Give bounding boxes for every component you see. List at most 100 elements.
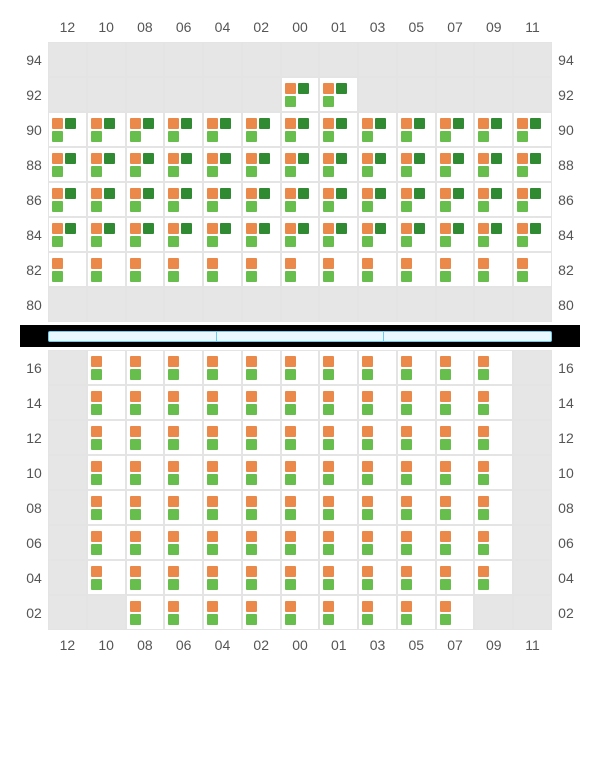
unit-slot[interactable]	[87, 455, 126, 490]
unit-slot[interactable]	[242, 217, 281, 252]
unit-slot[interactable]	[242, 525, 281, 560]
unit-slot[interactable]	[203, 182, 242, 217]
unit-slot[interactable]	[397, 217, 436, 252]
unit-slot[interactable]	[436, 595, 475, 630]
unit-slot[interactable]	[87, 147, 126, 182]
unit-slot[interactable]	[358, 217, 397, 252]
unit-slot[interactable]	[126, 420, 165, 455]
unit-slot[interactable]	[358, 182, 397, 217]
unit-slot[interactable]	[436, 560, 475, 595]
unit-slot[interactable]	[358, 420, 397, 455]
unit-slot[interactable]	[242, 112, 281, 147]
unit-slot[interactable]	[319, 350, 358, 385]
unit-slot[interactable]	[358, 385, 397, 420]
unit-slot[interactable]	[319, 490, 358, 525]
unit-slot[interactable]	[513, 182, 552, 217]
unit-slot[interactable]	[281, 112, 320, 147]
unit-slot[interactable]	[397, 595, 436, 630]
unit-slot[interactable]	[242, 182, 281, 217]
unit-slot[interactable]	[436, 490, 475, 525]
unit-slot[interactable]	[397, 525, 436, 560]
unit-slot[interactable]	[397, 112, 436, 147]
unit-slot[interactable]	[319, 420, 358, 455]
unit-slot[interactable]	[474, 490, 513, 525]
unit-slot[interactable]	[281, 385, 320, 420]
unit-slot[interactable]	[87, 112, 126, 147]
unit-slot[interactable]	[164, 560, 203, 595]
unit-slot[interactable]	[87, 420, 126, 455]
unit-slot[interactable]	[513, 147, 552, 182]
unit-slot[interactable]	[319, 455, 358, 490]
unit-slot[interactable]	[436, 420, 475, 455]
unit-slot[interactable]	[319, 217, 358, 252]
unit-slot[interactable]	[164, 252, 203, 287]
unit-slot[interactable]	[397, 420, 436, 455]
unit-slot[interactable]	[436, 217, 475, 252]
unit-slot[interactable]	[513, 112, 552, 147]
unit-slot[interactable]	[474, 385, 513, 420]
unit-slot[interactable]	[358, 560, 397, 595]
unit-slot[interactable]	[48, 217, 87, 252]
unit-slot[interactable]	[474, 147, 513, 182]
unit-slot[interactable]	[474, 350, 513, 385]
unit-slot[interactable]	[242, 252, 281, 287]
unit-slot[interactable]	[242, 420, 281, 455]
unit-slot[interactable]	[474, 112, 513, 147]
unit-slot[interactable]	[126, 455, 165, 490]
unit-slot[interactable]	[281, 525, 320, 560]
unit-slot[interactable]	[87, 252, 126, 287]
unit-slot[interactable]	[397, 252, 436, 287]
unit-slot[interactable]	[203, 490, 242, 525]
unit-slot[interactable]	[474, 420, 513, 455]
unit-slot[interactable]	[281, 455, 320, 490]
unit-slot[interactable]	[48, 252, 87, 287]
unit-slot[interactable]	[242, 147, 281, 182]
unit-slot[interactable]	[397, 560, 436, 595]
unit-slot[interactable]	[164, 112, 203, 147]
unit-slot[interactable]	[281, 420, 320, 455]
unit-slot[interactable]	[474, 182, 513, 217]
unit-slot[interactable]	[397, 147, 436, 182]
unit-slot[interactable]	[358, 147, 397, 182]
unit-slot[interactable]	[164, 490, 203, 525]
unit-slot[interactable]	[126, 490, 165, 525]
unit-slot[interactable]	[436, 182, 475, 217]
unit-slot[interactable]	[397, 385, 436, 420]
unit-slot[interactable]	[358, 252, 397, 287]
unit-slot[interactable]	[358, 455, 397, 490]
unit-slot[interactable]	[474, 560, 513, 595]
unit-slot[interactable]	[126, 182, 165, 217]
unit-slot[interactable]	[358, 595, 397, 630]
unit-slot[interactable]	[397, 182, 436, 217]
unit-slot[interactable]	[436, 252, 475, 287]
unit-slot[interactable]	[436, 112, 475, 147]
unit-slot[interactable]	[242, 455, 281, 490]
unit-slot[interactable]	[358, 350, 397, 385]
unit-slot[interactable]	[126, 252, 165, 287]
unit-slot[interactable]	[203, 350, 242, 385]
unit-slot[interactable]	[281, 490, 320, 525]
unit-slot[interactable]	[281, 77, 320, 112]
unit-slot[interactable]	[48, 147, 87, 182]
unit-slot[interactable]	[242, 385, 281, 420]
unit-slot[interactable]	[164, 182, 203, 217]
unit-slot[interactable]	[87, 182, 126, 217]
unit-slot[interactable]	[164, 420, 203, 455]
unit-slot[interactable]	[319, 525, 358, 560]
unit-slot[interactable]	[242, 350, 281, 385]
unit-slot[interactable]	[474, 525, 513, 560]
unit-slot[interactable]	[319, 147, 358, 182]
unit-slot[interactable]	[203, 455, 242, 490]
unit-slot[interactable]	[319, 560, 358, 595]
unit-slot[interactable]	[397, 455, 436, 490]
unit-slot[interactable]	[87, 490, 126, 525]
unit-slot[interactable]	[281, 147, 320, 182]
unit-slot[interactable]	[48, 112, 87, 147]
unit-slot[interactable]	[87, 217, 126, 252]
unit-slot[interactable]	[203, 595, 242, 630]
unit-slot[interactable]	[126, 112, 165, 147]
unit-slot[interactable]	[203, 525, 242, 560]
unit-slot[interactable]	[203, 252, 242, 287]
unit-slot[interactable]	[87, 560, 126, 595]
unit-slot[interactable]	[319, 595, 358, 630]
